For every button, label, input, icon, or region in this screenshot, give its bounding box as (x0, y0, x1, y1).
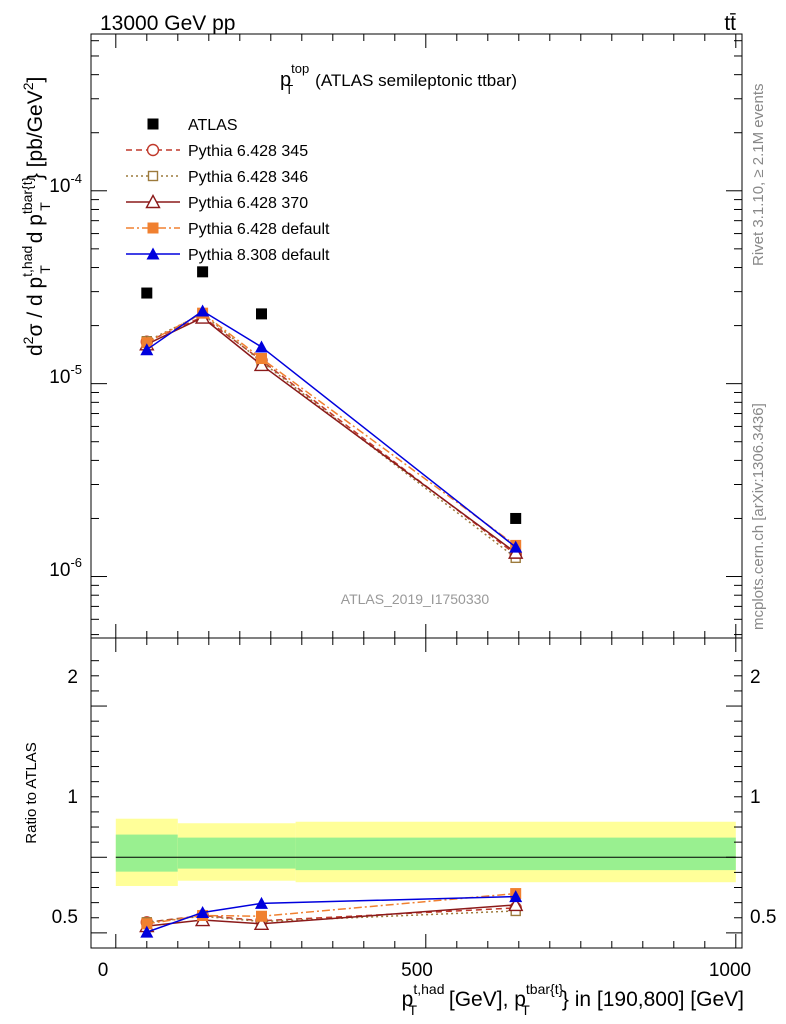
ratio-ytick-label-1-right: 1 (750, 787, 761, 808)
main-series-line (146, 312, 517, 547)
legend-entry: Pythia 6.428 370 (126, 194, 308, 212)
legend-label: Pythia 6.428 346 (188, 169, 308, 186)
ratio-point (253, 915, 270, 931)
legend-entry: Pythia 6.428 345 (126, 143, 308, 160)
main-series-5 (140, 304, 523, 553)
ratio-point (196, 905, 210, 918)
main-series-2 (141, 308, 521, 564)
ratio-point (255, 896, 268, 909)
legend-marker (146, 247, 160, 260)
legend-marker (147, 222, 159, 234)
main-point (509, 540, 523, 553)
legend: ATLAS Pythia 6.428 345 Pythia 6.428 346 Pyt… (126, 117, 330, 264)
ytick-label-1e-5: 10-5 (49, 362, 82, 388)
main-point (255, 340, 268, 353)
ratio-y-tick-labels-left: 2 1 0.5 (52, 667, 78, 928)
legend-entry: ATLAS (147, 117, 238, 134)
main-point (256, 353, 267, 365)
ratio-ytick-label-2: 2 (67, 667, 78, 688)
legend-label: Pythia 6.428 345 (188, 143, 308, 160)
legend-label: Pythia 6.428 370 (188, 195, 308, 212)
ratio-series-line (146, 895, 516, 933)
plot-title: ptop T (ATLAS semileptonic ttbar) (280, 61, 517, 97)
ratio-series-4 (140, 890, 523, 938)
main-series-line (146, 316, 517, 554)
ratio-ytick-label-0.5-right: 0.5 (750, 907, 776, 928)
legend-label: ATLAS (188, 117, 238, 134)
main-y-axis-label: d2σ / d pt,had T d ptbar{t} T} [pb/GeV2] (19, 77, 53, 356)
main-y-tick-labels: 10-4 10-5 10-6 (49, 171, 82, 581)
legend-marker (145, 194, 161, 209)
main-series-0 (141, 266, 522, 524)
legend-marker (147, 118, 159, 130)
main-point (140, 343, 154, 356)
ratio-y-axis-label: Ratio to ATLAS (23, 742, 40, 843)
legend-entry: Pythia 6.428 default (126, 221, 330, 238)
ratio-plot-frame (90, 637, 743, 949)
main-panel: 10-4 10-5 10-6 d2σ / d pt,had T d ptbar{t… (19, 33, 743, 639)
main-point (196, 304, 210, 317)
main-point (141, 337, 153, 349)
mcplots-label: mcplots.cern.ch [arXiv:1306.3436] (750, 403, 767, 630)
legend-entry: Pythia 8.308 default (126, 247, 330, 264)
ratio-point (141, 918, 153, 930)
ratio-x-tick-labels: 0 500 1000 (98, 960, 751, 981)
ratio-band-green (177, 837, 296, 869)
ytick-label-1e-6: 10-6 (49, 555, 82, 581)
ratio-point (256, 910, 267, 922)
ratio-axis-ticks (91, 638, 742, 948)
ratio-ytick-label-0.5: 0.5 (52, 907, 78, 928)
ratio-ytick-label-1: 1 (67, 787, 78, 808)
legend-label: Pythia 8.308 default (188, 247, 330, 264)
main-axis-ticks (91, 34, 742, 638)
legend-entry: Pythia 6.428 346 (126, 169, 308, 186)
ratio-series-line (146, 910, 516, 924)
main-series-1 (140, 310, 522, 561)
xtick-label-500: 500 (401, 960, 433, 981)
ratio-band-green (115, 834, 178, 872)
collision-energy-label: 13000 GeV pp (100, 12, 235, 35)
main-series-line (146, 310, 517, 548)
x-axis-label: pt,had T [GeV], ptbar{t} T} in [190,800] [… (402, 981, 744, 1018)
main-series-layer (139, 266, 524, 564)
legend-marker (147, 170, 159, 182)
xtick-label-1000: 1000 (709, 960, 751, 981)
legend-label: Pythia 6.428 default (188, 221, 330, 238)
ratio-series-layer (139, 888, 524, 938)
main-point (253, 356, 270, 372)
ratio-series-line (146, 892, 516, 925)
main-series-line (146, 315, 517, 556)
xtick-label-0: 0 (98, 960, 109, 981)
analysis-id-label: ATLAS_2019_I1750330 (341, 591, 490, 607)
main-point (141, 287, 153, 299)
ratio-y-tick-labels-right: 2 1 0.5 (750, 667, 776, 928)
ratio-point (509, 890, 523, 903)
ratio-band-green (295, 837, 736, 871)
ratio-uncertainty-bands (115, 818, 736, 886)
main-series-line (146, 313, 517, 559)
main-series-3 (139, 309, 524, 559)
ytick-label-1e-4: 10-4 (49, 171, 82, 197)
main-point (510, 512, 522, 524)
ratio-point (508, 896, 524, 912)
process-label: tt̄ (724, 12, 736, 35)
legend-marker (146, 143, 160, 157)
main-point (256, 308, 267, 320)
main-point (197, 266, 209, 278)
ratio-ytick-label-2-right: 2 (750, 667, 761, 688)
ratio-panel: 2 1 0.5 2 1 0.5 0 500 1000 Ratio to ATLA… (23, 637, 776, 1018)
rivet-version-label: Rivet 3.1.10, ≥ 2.1M events (750, 84, 767, 267)
ratio-point (140, 925, 154, 938)
